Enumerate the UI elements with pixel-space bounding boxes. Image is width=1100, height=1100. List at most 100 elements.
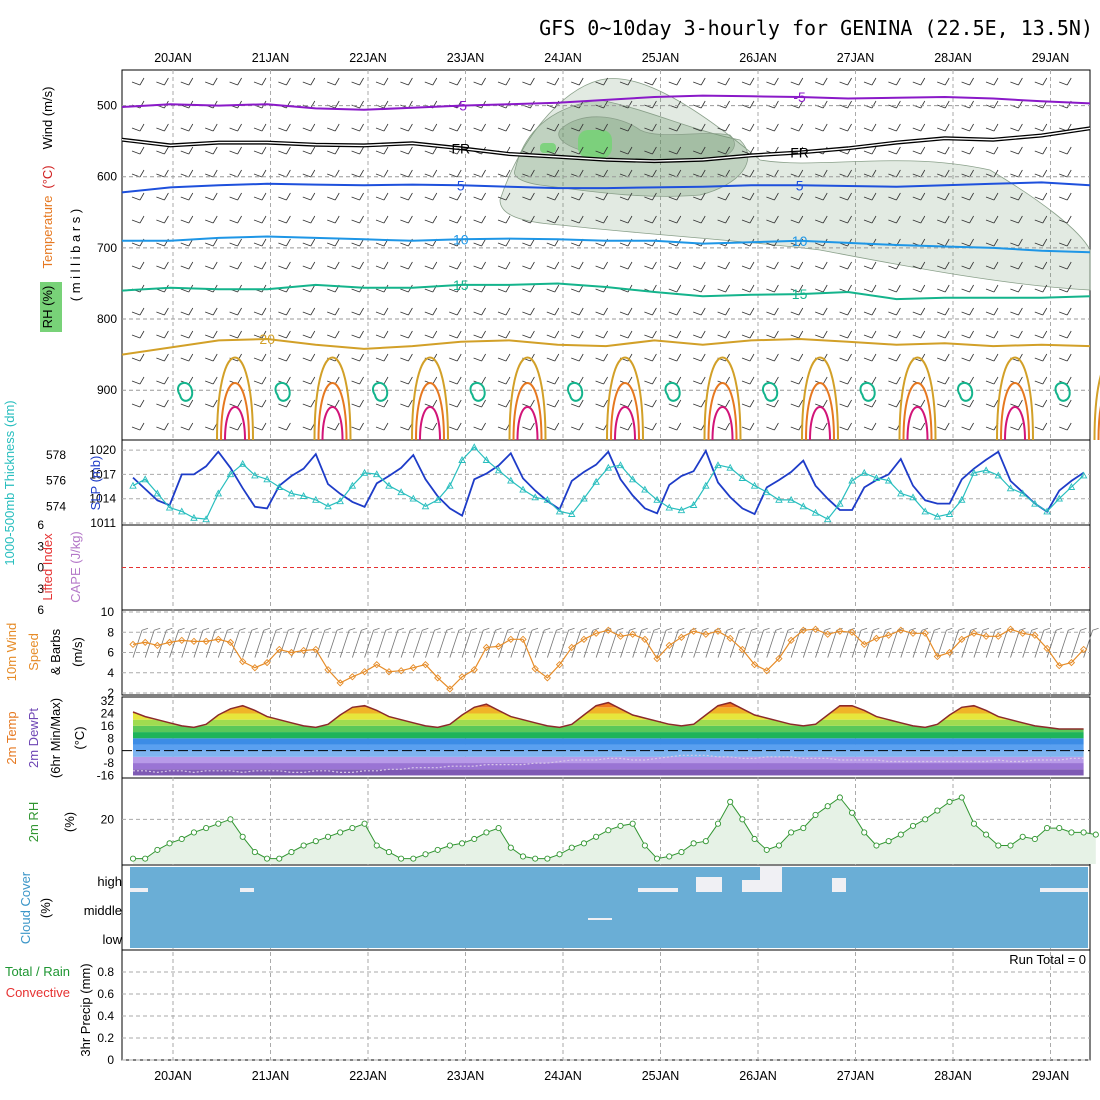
wind-speed-marker [750, 661, 759, 669]
rh2m-marker [288, 849, 295, 856]
temp-band [133, 756, 1084, 764]
wind-barb [571, 215, 584, 224]
wind-barb [766, 353, 779, 362]
wind-barb [1059, 146, 1072, 155]
wind-barb [375, 399, 389, 408]
cloud-unit-label: (%) [38, 898, 53, 918]
wind-barb [985, 376, 999, 385]
wind-barb [717, 215, 730, 224]
wind-barb [375, 169, 389, 178]
contour-label: 15 [453, 277, 469, 293]
cloud-background [130, 867, 1088, 948]
rh2m-marker [800, 825, 807, 832]
wind-barb [912, 330, 926, 339]
wind-barb [937, 146, 950, 155]
rh2m-marker [873, 842, 880, 849]
wind-barb [815, 192, 828, 201]
thickness-marker [738, 474, 747, 481]
rh2m-marker [934, 807, 941, 814]
wind-speed-marker [787, 636, 795, 644]
rh2m-marker [739, 816, 746, 823]
wind-speed-marker [141, 638, 149, 647]
surface-wind-barb [668, 627, 685, 658]
rh2m-marker [605, 827, 612, 834]
surface-wind-barb [583, 627, 600, 658]
wind-barb [815, 261, 828, 270]
wind-barb [327, 192, 340, 201]
wind-barb [351, 399, 364, 408]
wind-barb [985, 399, 999, 408]
surface-temp-lobe [902, 382, 933, 441]
wind-barb [424, 399, 438, 408]
wind-barb [327, 238, 340, 247]
wind-barb [546, 399, 560, 408]
wind-barb [546, 169, 560, 178]
wind-barb [766, 422, 779, 431]
rh2m-marker [276, 855, 283, 862]
wind-barb [863, 261, 877, 270]
wind-barb [1010, 330, 1023, 339]
wind-barb [741, 422, 755, 431]
surface-wind-barb [205, 627, 222, 658]
wind-barb [205, 123, 218, 132]
wind-speed-marker [226, 638, 235, 647]
wind-barb [766, 215, 779, 224]
wind-barb [668, 123, 682, 132]
wind-barb [766, 123, 779, 132]
thickness-marker [592, 477, 600, 485]
wind-barb [571, 399, 584, 408]
wind-barb [717, 307, 730, 316]
surface-temp-lobe [321, 406, 344, 441]
temp-band [133, 744, 1084, 751]
wind-barb [400, 399, 413, 408]
slp-tick-label: 1017 [89, 467, 116, 481]
rh2m-marker [1019, 833, 1026, 840]
wind-barb [912, 399, 926, 408]
wind-barb [546, 215, 560, 224]
wind-speed-marker [1067, 658, 1076, 667]
wind-speed-marker [202, 637, 210, 645]
wind-barb [522, 261, 535, 270]
temp2m-tick-label: 24 [101, 706, 115, 720]
rh2m-marker [995, 842, 1002, 849]
pressure-tick-label: 700 [97, 241, 117, 255]
thickness-marker [433, 495, 442, 503]
rh2m-area [133, 797, 1096, 864]
wind-barb [473, 192, 486, 201]
wind-barb [619, 399, 633, 408]
rh2m-marker [1031, 835, 1038, 843]
precip-tick-label: 0.6 [97, 987, 114, 1001]
wind-barb [741, 307, 755, 316]
wind-barb [619, 123, 633, 132]
wind-barb [156, 376, 169, 385]
wind-barb [1034, 353, 1048, 362]
thickness-marker [775, 495, 783, 503]
wind-barb [302, 399, 316, 408]
rh2m-marker [970, 820, 977, 827]
wind-barb [693, 261, 706, 270]
wind-barb [985, 123, 999, 132]
wind-barb [815, 100, 828, 109]
wind-barb [668, 261, 682, 270]
wind-barb [961, 422, 974, 431]
wind-barb [278, 169, 291, 178]
panel-frame-precip [121, 949, 1091, 1061]
wind-barb [863, 77, 877, 86]
thickness-marker [848, 476, 856, 484]
wind-barb [888, 330, 901, 339]
slp-axis-label: SLP (mb) [88, 456, 103, 511]
wind-barb [985, 77, 999, 86]
temp-band [133, 725, 1084, 733]
surface-wind-barb [1046, 627, 1063, 658]
wind-barb [790, 284, 804, 293]
thickness-marker [555, 507, 564, 515]
thickness-marker [263, 475, 271, 483]
wind-barb [473, 353, 486, 362]
wind-barb [302, 376, 316, 385]
wind-barb [888, 192, 901, 201]
wind-speed-marker [385, 668, 393, 676]
wind-barb [253, 238, 267, 247]
wind-barb [497, 261, 511, 270]
wind-barb [571, 77, 584, 86]
rh2m-marker [410, 855, 417, 862]
